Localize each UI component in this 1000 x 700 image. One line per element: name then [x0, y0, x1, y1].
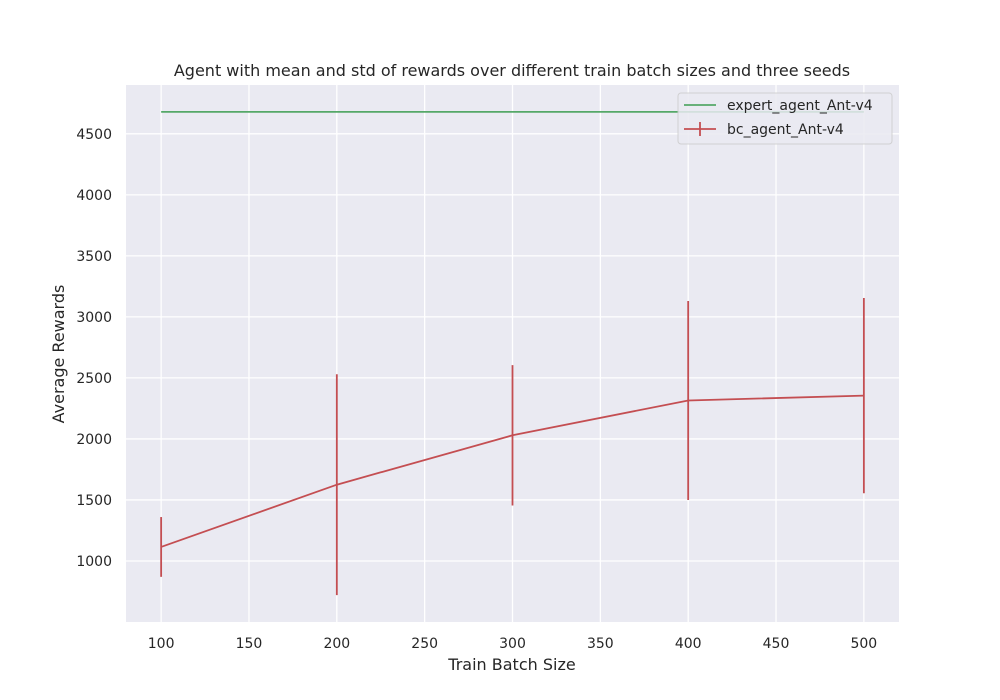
- x-tick-label: 150: [236, 636, 263, 652]
- x-tick-label: 450: [763, 636, 790, 652]
- legend: expert_agent_Ant-v4 bc_agent_Ant-v4: [677, 92, 893, 145]
- y-tick-label: 1500: [76, 493, 112, 509]
- x-tick-label: 300: [499, 636, 526, 652]
- y-tick-label: 3500: [76, 249, 112, 265]
- x-axis-label: Train Batch Size: [447, 655, 575, 674]
- chart-title: Agent with mean and std of rewards over …: [174, 61, 850, 80]
- x-tick-label: 400: [675, 636, 702, 652]
- y-tick-label: 3000: [76, 310, 112, 326]
- legend-label: bc_agent_Ant-v4: [727, 122, 844, 138]
- y-tick-label: 4000: [76, 188, 112, 204]
- legend-box: [677, 92, 893, 145]
- x-tick-label: 100: [148, 636, 175, 652]
- y-axis-label: Average Rewards: [49, 285, 68, 424]
- tick-labels: 100 150 200 250 300 350 400 450 500 1000 1500 2000 2…: [76, 127, 877, 652]
- series-layer: [160, 110, 865, 596]
- y-tick-label: 1000: [76, 554, 112, 570]
- y-tick-label: 4500: [76, 127, 112, 143]
- x-tick-label: 200: [323, 636, 350, 652]
- y-tick-label: 2500: [76, 371, 112, 387]
- x-tick-label: 500: [850, 636, 877, 652]
- legend-label: expert_agent_Ant-v4: [727, 98, 873, 114]
- x-tick-label: 250: [411, 636, 438, 652]
- x-tick-label: 350: [587, 636, 614, 652]
- y-tick-label: 2000: [76, 432, 112, 448]
